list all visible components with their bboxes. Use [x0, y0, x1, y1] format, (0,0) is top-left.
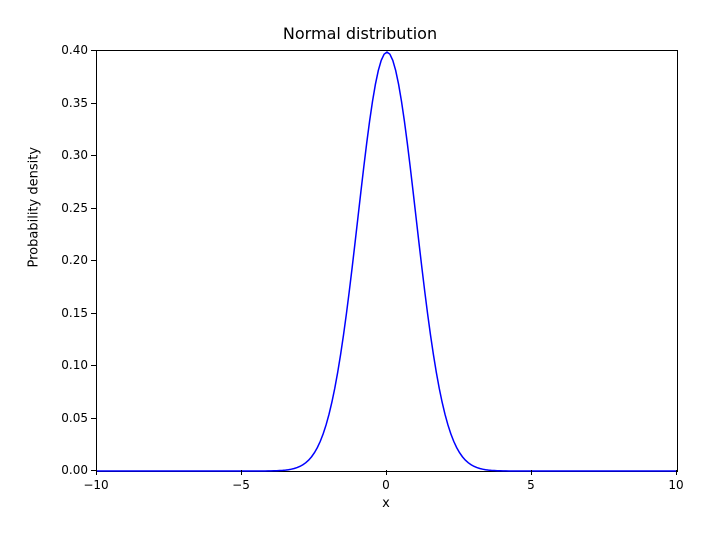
x-tick-label: 10 [668, 478, 683, 492]
plot-area [96, 50, 678, 472]
figure: Normal distribution Probability density … [0, 0, 720, 540]
chart-title: Normal distribution [0, 24, 720, 43]
x-tick-label: −10 [83, 478, 108, 492]
y-tick-mark [91, 365, 96, 366]
x-axis-label: x [96, 496, 676, 511]
x-tick-label: 0 [382, 478, 390, 492]
x-tick-label: −5 [232, 478, 250, 492]
y-tick-label: 0.20 [54, 253, 88, 267]
y-tick-mark [91, 50, 96, 51]
y-tick-mark [91, 103, 96, 104]
y-tick-mark [91, 155, 96, 156]
normal-curve [97, 52, 677, 471]
x-tick-mark [386, 470, 387, 475]
x-tick-mark [241, 470, 242, 475]
x-tick-mark [96, 470, 97, 475]
y-tick-label: 0.00 [54, 463, 88, 477]
x-tick-mark [531, 470, 532, 475]
y-axis-label: Probability density [27, 248, 42, 268]
y-tick-mark [91, 470, 96, 471]
y-tick-label: 0.25 [54, 201, 88, 215]
line-series [97, 51, 677, 471]
y-tick-label: 0.10 [54, 358, 88, 372]
y-tick-mark [91, 260, 96, 261]
y-tick-label: 0.40 [54, 43, 88, 57]
y-tick-label: 0.35 [54, 96, 88, 110]
y-tick-label: 0.05 [54, 411, 88, 425]
y-tick-label: 0.15 [54, 306, 88, 320]
y-tick-mark [91, 418, 96, 419]
y-tick-label: 0.30 [54, 148, 88, 162]
x-tick-label: 5 [527, 478, 535, 492]
y-tick-mark [91, 313, 96, 314]
y-tick-mark [91, 208, 96, 209]
x-tick-mark [676, 470, 677, 475]
